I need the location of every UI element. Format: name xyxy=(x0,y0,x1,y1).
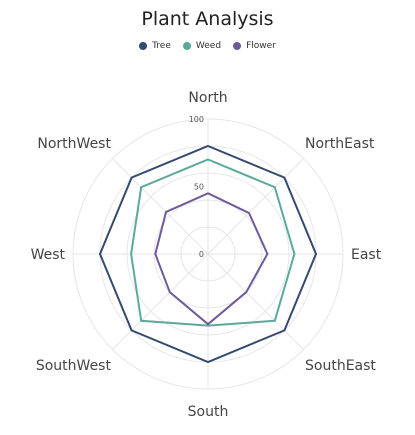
legend-marker-weed xyxy=(182,42,191,50)
direction-label-northeast: NorthEast xyxy=(305,136,375,152)
direction-label-south: South xyxy=(188,404,229,420)
direction-label-southwest: SouthWest xyxy=(36,358,112,374)
direction-label-east: East xyxy=(351,247,382,263)
legend-label-tree: Tree xyxy=(152,41,171,51)
legend-item-weed[interactable]: Weed xyxy=(182,41,222,51)
direction-label-southeast: SouthEast xyxy=(305,358,376,374)
radial-tick-labels: 0 50 100 xyxy=(189,115,204,259)
grid-spoke xyxy=(207,253,304,350)
chart-title: Plant Analysis xyxy=(141,8,274,30)
legend-label-weed: Weed xyxy=(195,41,222,51)
radar-grid xyxy=(72,118,344,390)
radial-tick-label: 0 xyxy=(199,250,204,259)
series-line-flower[interactable] xyxy=(154,192,269,326)
grid-spoke xyxy=(207,158,304,255)
series-line-tree[interactable] xyxy=(98,144,318,364)
radial-tick-label: 100 xyxy=(189,115,204,124)
radial-tick-label: 50 xyxy=(194,183,204,192)
legend-label-flower: Flower xyxy=(246,41,276,51)
direction-label-northwest: NorthWest xyxy=(37,136,111,152)
legend-item-flower[interactable]: Flower xyxy=(233,41,276,51)
legend-item-tree[interactable]: Tree xyxy=(139,41,171,51)
direction-label-west: West xyxy=(31,247,66,263)
legend-marker-tree xyxy=(139,42,148,50)
grid-spoke xyxy=(112,253,209,350)
grid-spoke xyxy=(112,158,209,255)
direction-labels: North NorthEast East SouthEast South SouthWes… xyxy=(31,90,382,420)
radar-series xyxy=(98,144,318,364)
direction-label-north: North xyxy=(188,90,227,106)
series-line-weed[interactable] xyxy=(130,158,296,327)
legend: Tree Weed Flower xyxy=(0,41,415,51)
legend-marker-flower xyxy=(233,42,242,50)
